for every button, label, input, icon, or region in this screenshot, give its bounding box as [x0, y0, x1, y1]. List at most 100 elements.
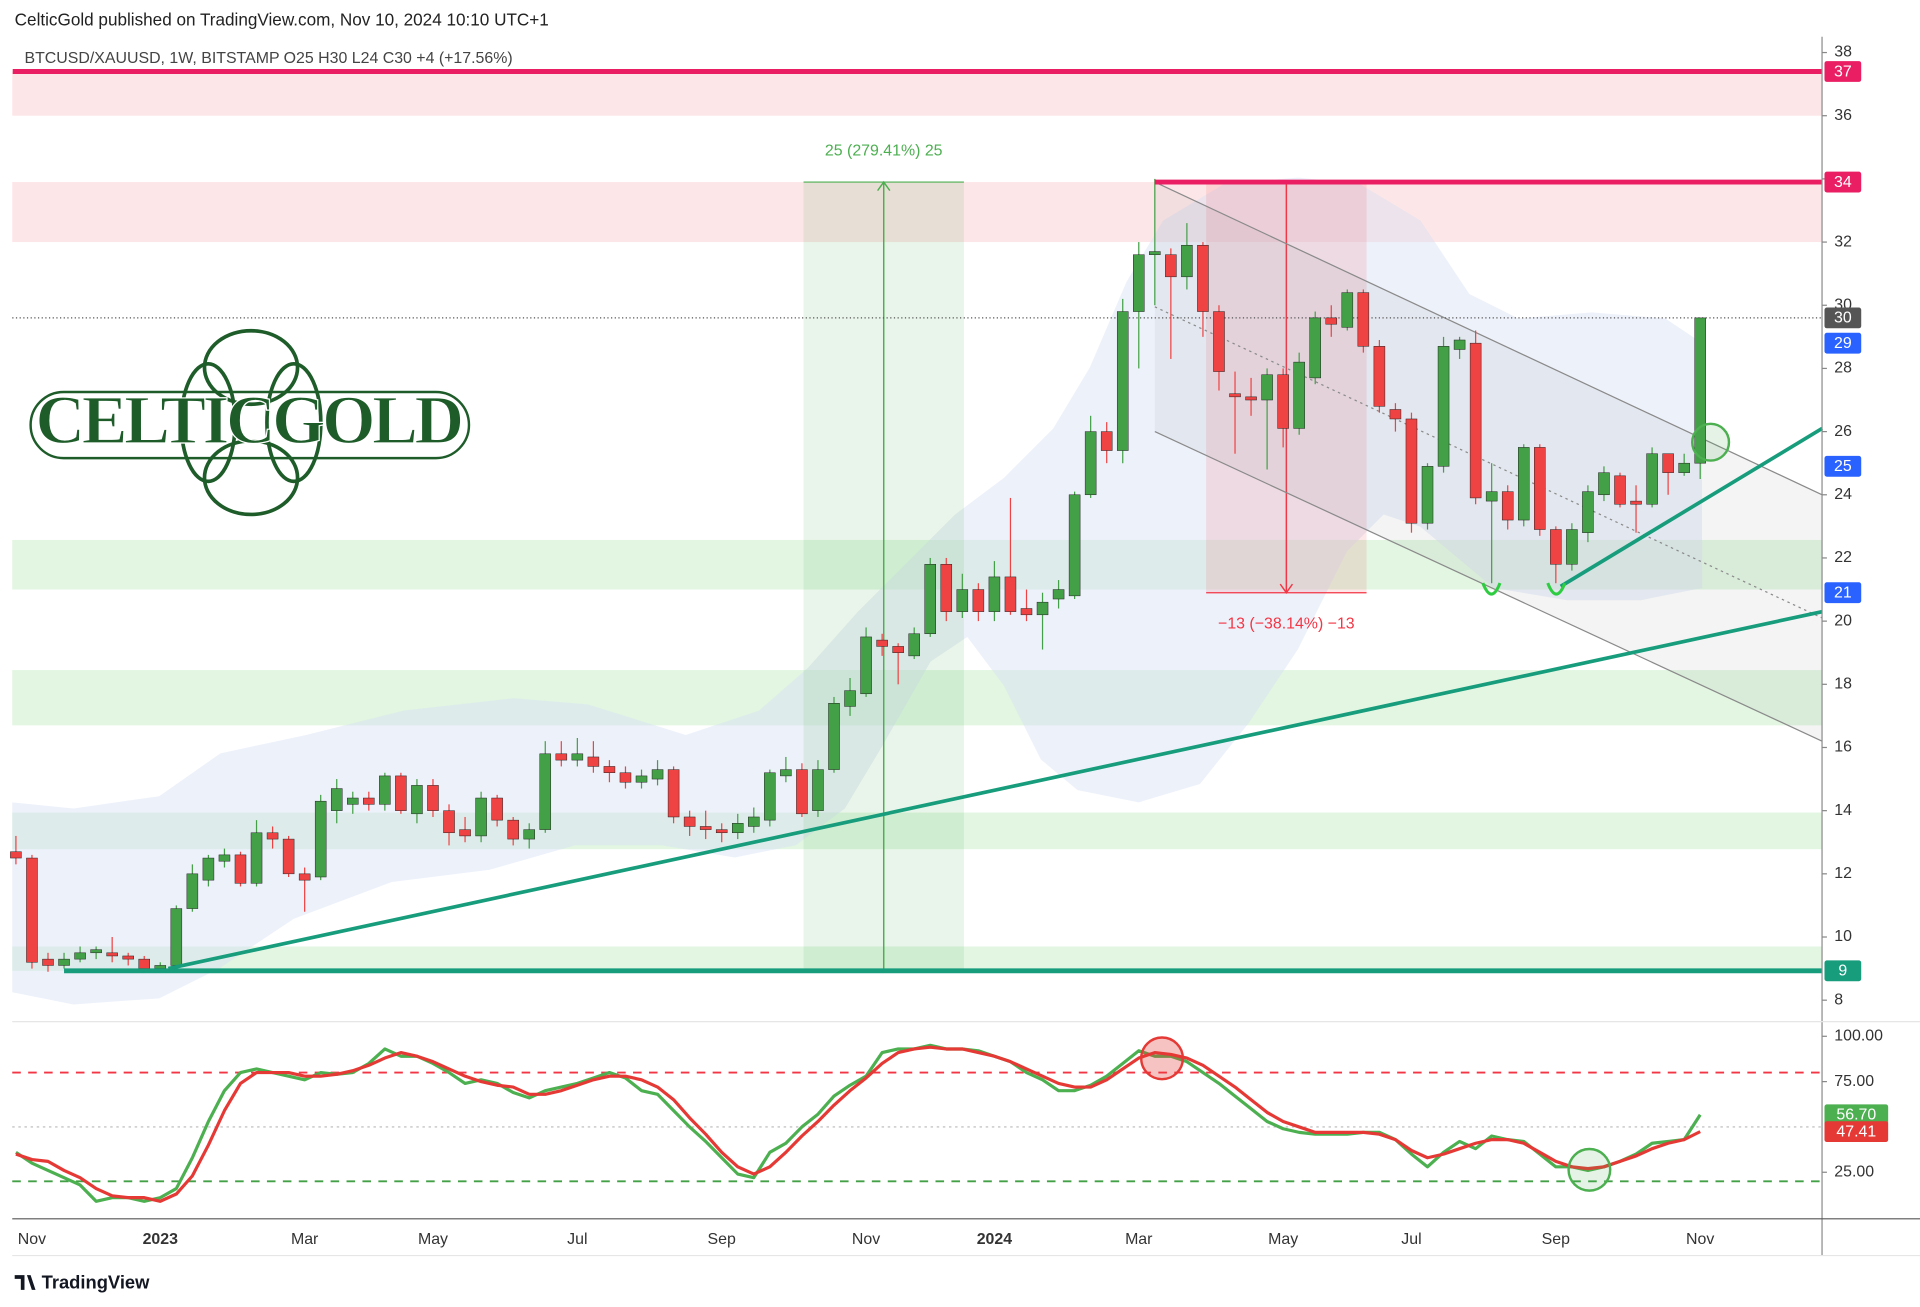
x-tick-label: Jul	[1401, 1231, 1421, 1248]
candle-body	[1373, 346, 1386, 407]
channel-midline	[1154, 306, 1823, 619]
candle-body	[1133, 254, 1145, 312]
price-badge-label: 30	[1834, 310, 1852, 327]
y-tick-label: 75.00	[1834, 1073, 1874, 1090]
channel-fill	[1154, 182, 1823, 742]
candle-body	[1453, 339, 1466, 350]
price-badge-label: 29	[1834, 335, 1852, 352]
candle-body	[1100, 431, 1113, 451]
oscillator-line	[15, 1045, 1701, 1203]
y-tick-label: 16	[1834, 739, 1852, 756]
candle-body	[202, 857, 215, 881]
candle-body	[1325, 317, 1338, 325]
price-badge-label: 25	[1834, 458, 1852, 475]
candle-body	[876, 639, 888, 647]
measure-label: 25 (279.41%) 25	[825, 143, 943, 160]
candle-body	[780, 769, 792, 777]
candle-body	[1485, 491, 1498, 502]
value-badge	[1824, 1104, 1889, 1126]
candle-body	[74, 952, 86, 960]
y-tick-label: 10	[1834, 928, 1852, 945]
price-badge	[1824, 61, 1862, 82]
candle-body	[1341, 292, 1354, 328]
candle-body	[1084, 431, 1097, 496]
zone	[12, 946, 1823, 971]
brand[interactable]: TradingView	[42, 1272, 151, 1293]
candle-body	[571, 753, 584, 761]
candle-body	[748, 816, 760, 827]
candle-body	[347, 797, 359, 805]
candle-body	[1630, 500, 1642, 505]
x-tick-label: Mar	[291, 1231, 319, 1248]
price-badge	[1824, 307, 1862, 329]
y-tick-label: 38	[1834, 44, 1852, 61]
candle-body	[395, 775, 407, 811]
candle-body	[667, 769, 680, 818]
candle-body	[1501, 491, 1514, 521]
y-tick-label: 25.00	[1834, 1163, 1874, 1180]
candle-body	[844, 690, 856, 707]
candle-body	[90, 949, 102, 954]
annotations	[1140, 422, 1731, 1192]
highlight-circle	[1567, 1147, 1612, 1192]
candle-body	[1020, 608, 1033, 616]
candle-body	[186, 873, 199, 909]
channel-line	[1154, 431, 1823, 742]
zone	[12, 812, 1823, 850]
candle-body	[892, 646, 904, 653]
candle-body	[1582, 491, 1594, 533]
value-badge	[1824, 1121, 1889, 1143]
x-tick-label: 2024	[977, 1231, 1013, 1248]
trend-line	[167, 609, 1823, 971]
candle-body	[170, 908, 183, 966]
y-tick-label: 26	[1834, 423, 1852, 440]
candle-body	[1165, 254, 1177, 278]
zone	[12, 71, 1823, 116]
candle-body	[282, 838, 295, 875]
y-tick-label: 24	[1834, 486, 1852, 503]
candle-body	[860, 636, 872, 695]
candle-body	[427, 785, 439, 811]
candle-body	[1405, 418, 1418, 524]
candle-body	[587, 756, 600, 767]
candle-body	[411, 785, 423, 815]
y-tick-label: 32	[1834, 233, 1852, 250]
x-tick-label: Sep	[708, 1231, 736, 1248]
candle-body	[1004, 576, 1017, 612]
candle-body	[1421, 466, 1434, 524]
candle-body	[250, 832, 263, 884]
candle-body	[1437, 346, 1450, 467]
publish-info: CelticGold published on TradingView.com,…	[15, 9, 549, 29]
y-tick-label: 18	[1834, 676, 1852, 693]
candle-body	[1534, 447, 1546, 530]
channel-line	[1154, 181, 1823, 496]
y-tick-label: 12	[1834, 865, 1852, 882]
candle-body	[1293, 361, 1305, 429]
candle-body	[828, 703, 840, 770]
candle-body	[1245, 396, 1257, 401]
candle-body	[1181, 244, 1193, 278]
candle-body	[635, 775, 648, 783]
y-tick-label: 36	[1834, 107, 1852, 124]
price-badge	[1824, 455, 1862, 477]
candle-body	[1277, 374, 1289, 429]
zone	[12, 670, 1823, 726]
zone	[12, 182, 1823, 243]
candle-body	[715, 829, 728, 834]
candle-body	[1261, 374, 1273, 401]
candle-body	[1068, 494, 1081, 597]
candle-body	[314, 800, 327, 878]
candle-body	[812, 769, 824, 811]
candle-body	[988, 576, 1001, 612]
candle-body	[1149, 251, 1161, 255]
candle-body	[1036, 601, 1049, 616]
y-tick-label: 100.00	[1834, 1027, 1883, 1044]
candle-body	[298, 873, 311, 881]
candle-body	[266, 832, 279, 840]
candle-body	[972, 589, 985, 612]
x-tick-label: May	[1268, 1231, 1298, 1248]
zones-layer	[12, 71, 1823, 971]
candle-body	[491, 797, 503, 821]
candle-body	[1357, 292, 1370, 347]
